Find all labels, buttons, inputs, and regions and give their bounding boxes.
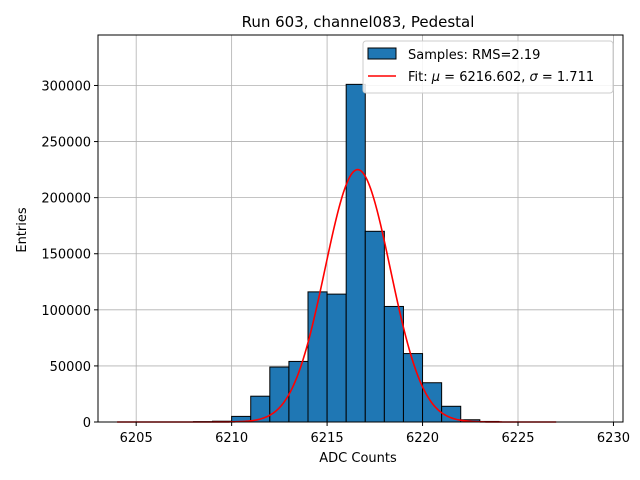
legend-label-fit: Fit: μ = 6216.602, σ = 1.711: [408, 70, 594, 85]
y-ticks: 0 50000 100000 150000 200000 250000 300000: [41, 79, 98, 431]
y-axis-label: Entries: [15, 207, 30, 253]
x-axis-label: ADC Counts: [319, 451, 397, 466]
legend-fit-mu-symbol: μ: [431, 70, 440, 85]
legend-box: [362, 40, 614, 94]
x-tick-label: 6215: [311, 431, 344, 446]
y-tick-label: 200000: [41, 192, 91, 207]
x-tick-label: 6225: [501, 431, 534, 446]
plot-frame: [97, 34, 624, 423]
y-tick-label: 50000: [50, 360, 91, 375]
chart-title: Run 603, channel083, Pedestal: [242, 13, 475, 31]
histogram-bar: [383, 305, 404, 423]
x-tick-label: 6230: [597, 431, 630, 446]
legend-fit-mu-value: = 6216.602,: [440, 70, 529, 85]
legend-swatch-samples: [367, 47, 397, 60]
histogram-bar: [250, 395, 271, 423]
histogram-bar: [288, 360, 309, 423]
legend-fit-prefix: Fit:: [408, 70, 432, 85]
legend-fit-sigma-value: = 1.711: [538, 70, 594, 85]
x-ticks: 6205 6210 6215 6220 6225 6230: [120, 422, 630, 446]
y-tick-label: 0: [83, 416, 91, 431]
legend-fit-sigma-symbol: σ: [530, 70, 539, 85]
histogram-bar: [307, 291, 328, 423]
histogram-bar: [364, 230, 385, 423]
y-tick-label: 250000: [41, 136, 91, 151]
histogram-bar: [326, 293, 347, 423]
x-tick-label: 6205: [120, 431, 153, 446]
legend: Samples: RMS=2.19 Fit: μ = 6216.602, σ =…: [362, 40, 614, 94]
y-tick-label: 100000: [41, 304, 91, 319]
legend-label-samples: Samples: RMS=2.19: [408, 48, 540, 63]
x-tick-label: 6220: [406, 431, 439, 446]
histogram-bar: [345, 83, 366, 423]
y-tick-label: 150000: [41, 248, 91, 263]
x-tick-label: 6210: [215, 431, 248, 446]
y-tick-label: 300000: [41, 79, 91, 94]
